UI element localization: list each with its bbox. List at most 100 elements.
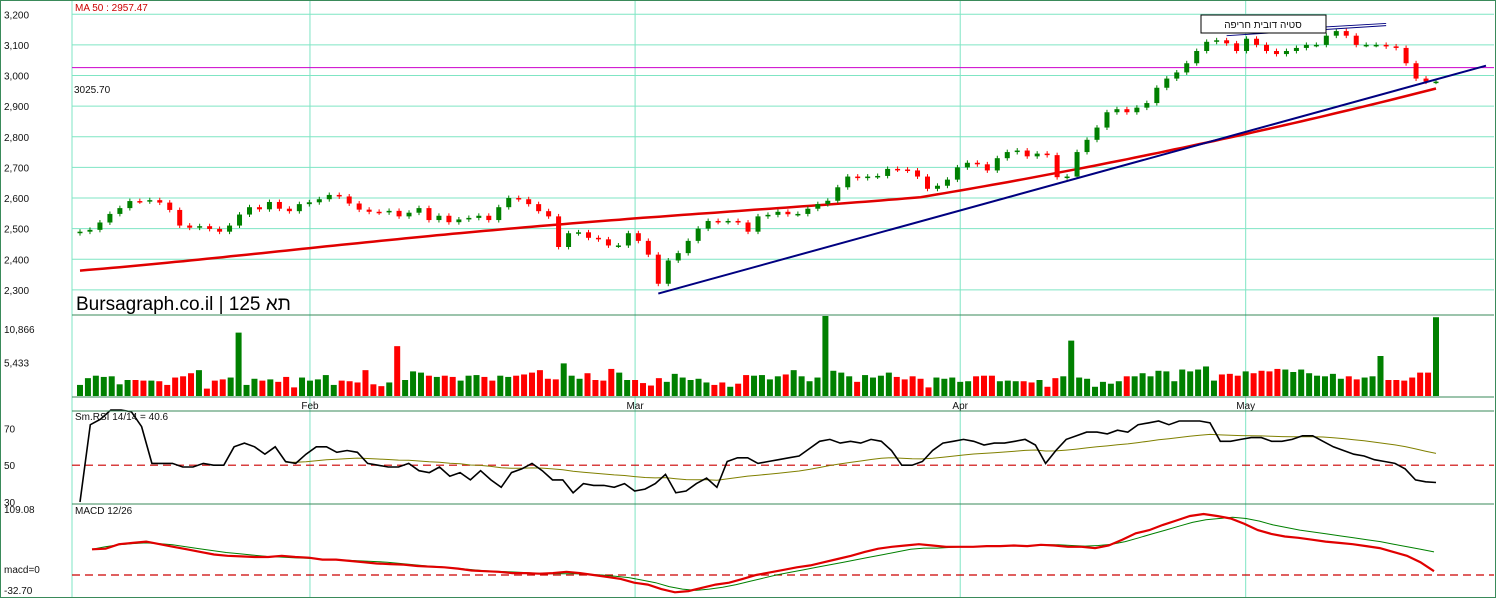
candle-body: [1184, 63, 1190, 73]
candle-body: [765, 214, 771, 217]
volume-bar: [592, 380, 599, 396]
candle-body: [536, 204, 542, 212]
candle-body: [675, 253, 681, 261]
candle-body: [1154, 87, 1160, 104]
candle-body: [625, 233, 631, 246]
candle-body: [595, 237, 601, 240]
volume-bar: [1028, 382, 1035, 396]
volume-bar: [1329, 373, 1336, 396]
volume-bar: [822, 316, 829, 396]
volume-bar: [862, 375, 869, 396]
candle-body: [1094, 127, 1100, 140]
candle-body: [825, 200, 831, 205]
volume-bar: [600, 380, 607, 396]
volume-bar: [338, 380, 345, 396]
volume-bar: [505, 376, 512, 396]
volume-bar: [1139, 373, 1146, 396]
rsi-tick-label: 70: [4, 424, 16, 435]
candle-body: [426, 208, 432, 221]
volume-bar: [441, 375, 448, 396]
volume-bar: [1250, 373, 1257, 396]
candle-body: [655, 254, 661, 284]
candle-body: [496, 207, 502, 221]
volume-bar: [243, 384, 250, 396]
candle-body: [865, 176, 871, 179]
volume-bar: [1203, 366, 1210, 396]
volume-bar: [457, 380, 464, 396]
candle-body: [735, 220, 741, 223]
volume-bar: [743, 375, 750, 396]
candle-body: [605, 239, 611, 246]
volume-bar: [949, 377, 956, 396]
volume-bar: [473, 375, 480, 396]
candle-body: [725, 220, 731, 223]
volume-bar: [893, 376, 900, 396]
volume-bar: [362, 370, 369, 396]
candle-body: [127, 201, 133, 209]
candle-body: [1413, 63, 1419, 79]
volume-bar: [1377, 356, 1384, 396]
candle-body: [87, 229, 93, 232]
volume-bar: [1163, 371, 1170, 396]
candle-body: [266, 201, 272, 210]
candle-body: [1084, 139, 1090, 153]
candle-body: [925, 176, 930, 189]
price-tick-label: 2,400: [4, 255, 29, 266]
volume-bar: [521, 374, 528, 396]
candle-body: [526, 199, 532, 205]
volume-bar: [1044, 386, 1051, 396]
candle-body: [1383, 44, 1389, 47]
candle-body: [566, 233, 572, 247]
volume-bar: [632, 380, 639, 396]
ma50-label: MA 50 : 2957.47: [75, 3, 148, 14]
candle-body: [785, 211, 791, 215]
candle-body: [1224, 40, 1230, 44]
volume-bar: [164, 384, 171, 396]
volume-bar: [798, 376, 805, 396]
candle-body: [835, 187, 841, 201]
volume-bar: [933, 377, 940, 396]
volume-bar: [306, 380, 313, 396]
volume-bar: [1417, 372, 1424, 396]
candle-body: [944, 179, 950, 186]
candle-body: [1433, 81, 1439, 84]
candle-body: [117, 208, 123, 214]
candle-body: [685, 240, 691, 254]
volume-bar: [1226, 373, 1233, 396]
candle-body: [147, 200, 153, 202]
candle-body: [1134, 107, 1140, 113]
volume-bar: [1131, 376, 1138, 396]
watermark: Bursagraph.co.il | תא 125: [76, 294, 291, 315]
candle-body: [356, 203, 362, 210]
volume-bar: [251, 378, 258, 396]
candle-body: [775, 211, 781, 215]
volume-bar: [108, 376, 115, 396]
volume-bar: [410, 371, 417, 396]
candle-body: [1234, 43, 1240, 51]
volume-bar: [774, 376, 781, 396]
candle-body: [1054, 155, 1060, 178]
volume-bar: [402, 380, 409, 396]
candle-body: [1323, 35, 1329, 45]
macd-tick-label: macd=0: [4, 565, 40, 576]
candle-body: [456, 219, 462, 223]
candle-body: [1254, 38, 1260, 45]
volume-bar: [1195, 369, 1202, 396]
volume-bar: [259, 380, 266, 396]
volume-bar: [1361, 377, 1368, 396]
candle-body: [576, 232, 582, 234]
candle-body: [964, 162, 970, 168]
candle-body: [905, 169, 911, 172]
candle-body: [1064, 176, 1070, 179]
volume-bar: [116, 384, 123, 396]
candle-body: [396, 210, 402, 217]
hline-value-label: 3025.70: [74, 85, 111, 96]
volume-bar: [386, 382, 393, 396]
candle-body: [1313, 44, 1319, 47]
candle-body: [1104, 112, 1110, 128]
volume-bar: [172, 377, 179, 396]
volume-bar: [291, 387, 298, 396]
candle-body: [217, 228, 223, 232]
volume-bar: [1115, 381, 1122, 396]
